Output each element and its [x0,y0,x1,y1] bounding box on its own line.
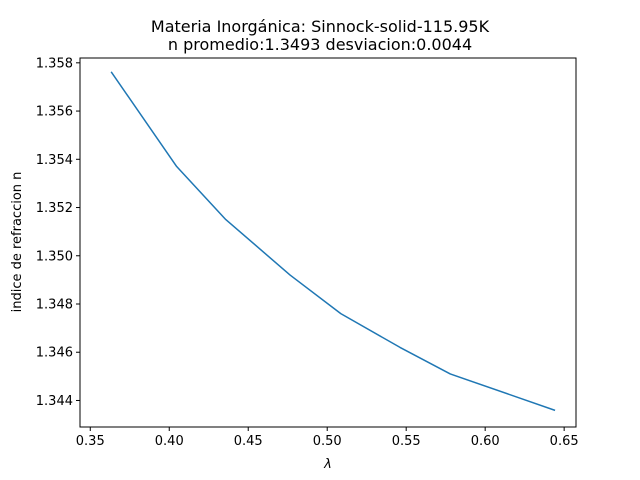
y-tick-label: 1.358 [36,56,73,71]
x-tick-label: 0.50 [313,434,342,449]
y-tick-label: 1.344 [36,394,73,409]
x-tick-label: 0.45 [234,434,263,449]
chart-title: Materia Inorgánica: Sinnock-solid-115.95… [151,17,490,36]
x-tick-label: 0.35 [76,434,105,449]
x-tick-label: 0.40 [155,434,184,449]
x-tick-label: 0.65 [550,434,579,449]
y-tick-label: 1.346 [36,346,73,361]
x-tick-label: 0.60 [471,434,500,449]
y-tick-label: 1.352 [36,201,73,216]
x-axis-label: λ [323,457,332,472]
plot-area [79,57,577,428]
y-tick-label: 1.350 [36,249,73,264]
x-tick-label: 0.55 [392,434,421,449]
y-tick-label: 1.356 [36,105,73,120]
y-axis-label: indice de refraccion n [10,172,25,313]
y-tick-label: 1.354 [36,153,73,168]
y-axis: 1.344 1.346 1.348 1.350 1.352 1.354 1.356 1.358 [36,56,80,409]
series-line-0 [110,71,556,412]
chart-subtitle: n promedio:1.3493 desviacion:0.0044 [168,35,472,54]
x-axis: 0.35 0.40 0.45 0.50 0.55 0.60 0.65 [76,427,579,449]
y-tick-label: 1.348 [36,298,73,313]
plot-frame [79,57,577,428]
